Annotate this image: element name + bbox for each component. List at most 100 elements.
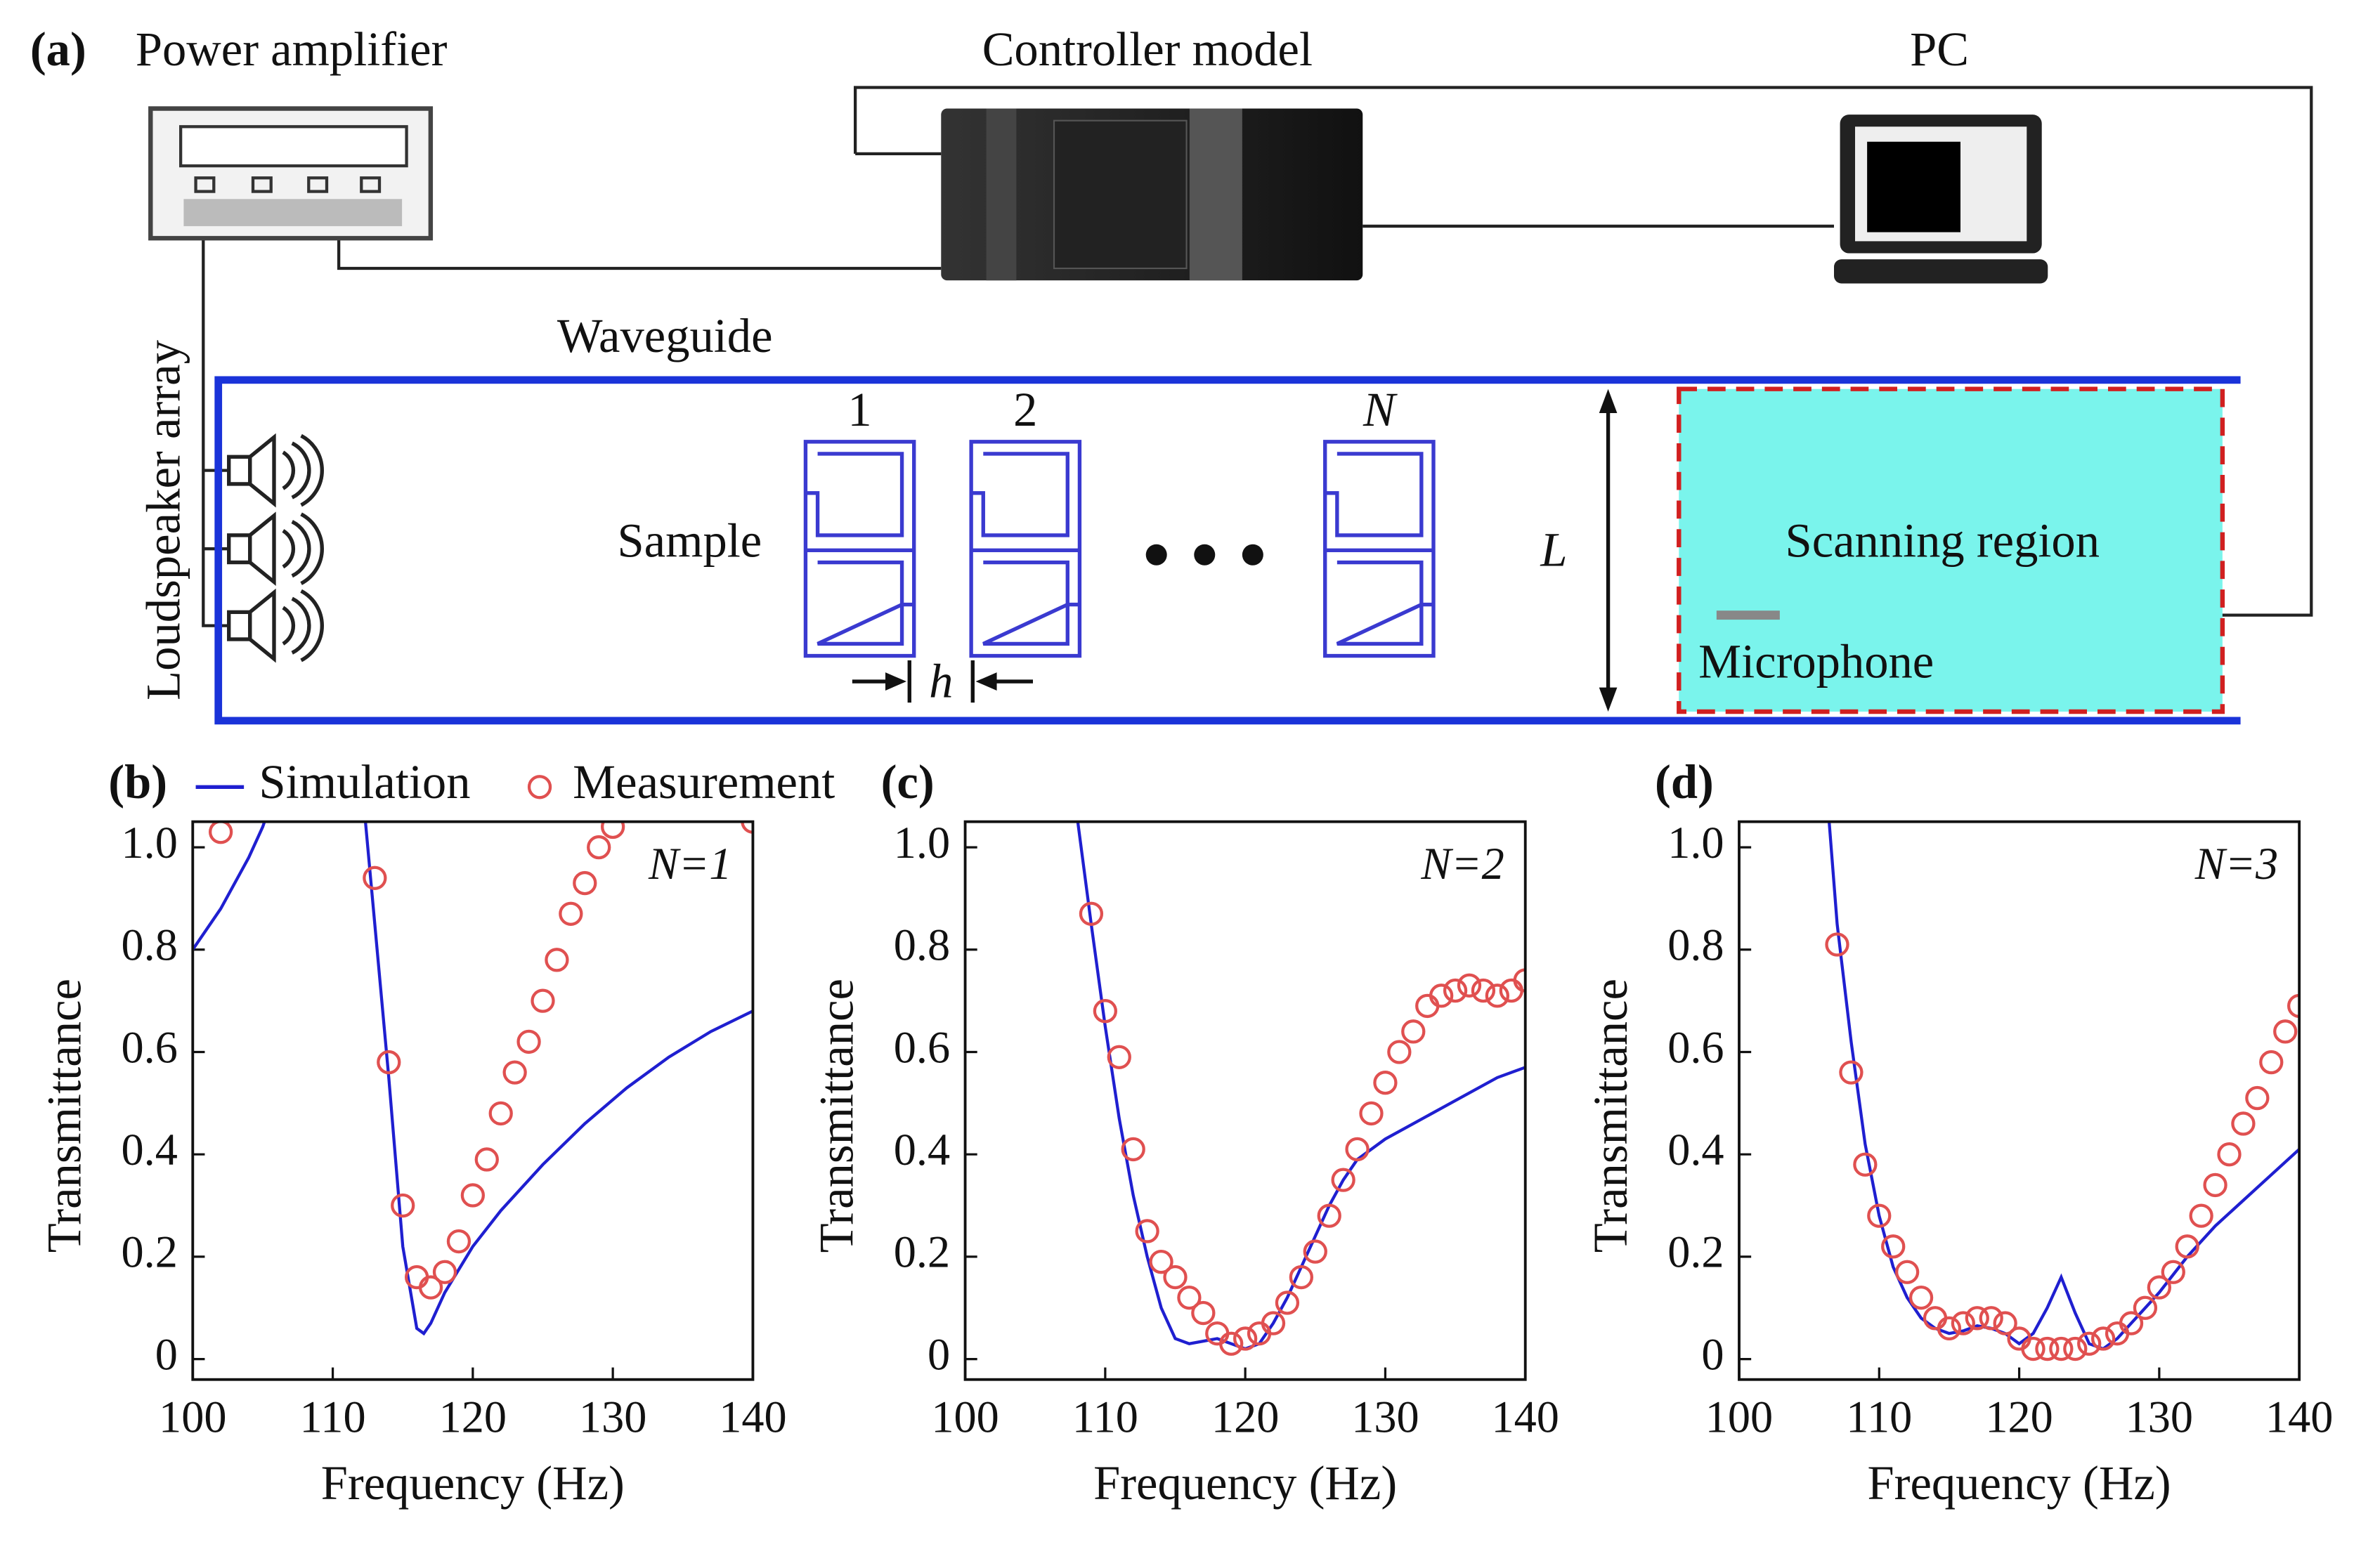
y-tick-label: 0.4 [121, 1125, 177, 1175]
x-axis-label: Frequency (Hz) [321, 1456, 625, 1510]
x-tick-label: 100 [931, 1392, 999, 1442]
label: Sample [618, 514, 762, 568]
legend-label: Simulation [259, 755, 471, 809]
measurement-point [209, 821, 233, 844]
measurement-point [1853, 1152, 1878, 1177]
measurement-point [1317, 1203, 1341, 1228]
ellipsis [1145, 544, 1263, 566]
measurement-point [502, 1060, 527, 1085]
measurement-point [1499, 978, 1523, 1003]
annotation: N=3 [2194, 839, 2278, 889]
measurement-point [1387, 1040, 1412, 1064]
dimension-label: L [1540, 523, 1567, 576]
y-tick-label: 1.0 [121, 818, 177, 868]
measurement-point [2231, 1111, 2256, 1136]
x-tick-label: 110 [1846, 1392, 1912, 1442]
measurement-point [391, 1193, 415, 1218]
measurement-point [446, 1229, 471, 1254]
measurement-point [1303, 1239, 1327, 1264]
y-tick-label: 0.4 [894, 1125, 950, 1175]
annotation: N=1 [648, 839, 731, 889]
measurement-point [1135, 1219, 1159, 1243]
measurement-point [1443, 978, 1468, 1003]
measurement-point [2119, 1311, 2144, 1335]
measurement-point [2203, 1172, 2227, 1198]
axes-frame [963, 820, 1527, 1381]
measurement-point [1289, 1265, 1314, 1290]
measurement-point [601, 821, 625, 839]
waveguide [214, 376, 2241, 725]
x-tick-label: 110 [300, 1392, 366, 1442]
measurement-point [2217, 1142, 2242, 1167]
measurement-point [1908, 1285, 1934, 1310]
measurement-point [1149, 1250, 1173, 1274]
y-tick-label: 0.2 [121, 1227, 177, 1277]
simulation-line [193, 821, 753, 1336]
x-tick-label: 120 [1211, 1392, 1279, 1442]
dimension-arrows [852, 388, 1618, 712]
measurement-point [363, 865, 387, 890]
x-tick-label: 120 [1985, 1392, 2053, 1442]
y-tick-label: 0 [155, 1329, 178, 1379]
y-tick-label: 0.6 [894, 1022, 950, 1072]
measurement-point [418, 1275, 443, 1300]
measurement-point [1331, 1168, 1355, 1192]
y-tick-label: 0 [1701, 1329, 1724, 1379]
label: PC [1910, 22, 1969, 76]
power-amplifier [148, 106, 434, 241]
y-axis-label: Transmittance [1584, 979, 1637, 1253]
y-axis-label: Transmittance [37, 979, 91, 1253]
plot-area [1076, 821, 1526, 1356]
panel-label: (b) [108, 755, 167, 809]
measurement-point [1457, 973, 1482, 998]
measurement-point [1205, 1321, 1230, 1346]
measurement-point [516, 1029, 541, 1054]
scanning-region [1677, 386, 2225, 714]
x-axis-label: Frequency (Hz) [1868, 1456, 2171, 1510]
measurement-point [2161, 1260, 2185, 1284]
measurement-point [1359, 1101, 1384, 1126]
axes-frame [191, 820, 755, 1381]
measurement-point [1345, 1137, 1370, 1162]
measurement-point [2091, 1326, 2116, 1351]
measurement-point [573, 870, 597, 896]
setup-diagram: (a) Power amplifier Controller model PC [30, 22, 2313, 725]
x-axis-label: Frequency (Hz) [1093, 1456, 1397, 1510]
measurement-point [1219, 1331, 1244, 1356]
chart: 100 110 120 130 140 0 0.2 0.4 0.6 0.8 1.0 Frequency… [37, 755, 835, 1510]
cell-label: 1 [847, 383, 871, 436]
y-tick-label: 0.6 [1667, 1022, 1724, 1072]
measurement-point [1415, 993, 1440, 1019]
measurement-point [1373, 1071, 1398, 1095]
measurement-point [1867, 1203, 1892, 1228]
measurement-point [1079, 901, 1104, 926]
measurement-point [1191, 1300, 1216, 1326]
y-tick-label: 0.4 [1667, 1125, 1724, 1175]
y-tick-label: 0.2 [1667, 1227, 1724, 1277]
y-tick-label: 0 [928, 1329, 950, 1379]
measurement-point [2063, 1336, 2088, 1361]
loudspeakers [227, 433, 324, 663]
x-tick-label: 130 [579, 1392, 646, 1442]
measurement-point [460, 1183, 485, 1208]
y-tick-label: 0.2 [894, 1227, 950, 1277]
chart: 100 110 120 130 140 0 0.2 0.4 0.6 0.8 1.0 Frequency… [810, 755, 1559, 1510]
chart: 100 110 120 130 140 0 0.2 0.4 0.6 0.8 1.0 Frequency… [1584, 755, 2333, 1510]
panel-label: (a) [30, 22, 86, 76]
measurement-point [1513, 968, 1526, 993]
label: Microphone [1698, 634, 1934, 688]
measurement-point [2049, 1336, 2074, 1361]
measurement-point [1261, 1311, 1286, 1335]
panel-label: (c) [881, 755, 935, 809]
measurement-point [1485, 984, 1510, 1008]
dimension-label: h [929, 654, 953, 707]
panel-label: (d) [1655, 755, 1714, 809]
x-tick-label: 130 [2126, 1392, 2193, 1442]
label: Scanning region [1786, 514, 2100, 568]
measurement-point [1401, 1019, 1426, 1044]
measurement-point [2021, 1336, 2045, 1361]
measurement-point [1121, 1137, 1145, 1162]
microphone [1716, 610, 1780, 620]
measurement-point [2287, 993, 2300, 1019]
x-tick-label: 130 [1351, 1392, 1419, 1442]
